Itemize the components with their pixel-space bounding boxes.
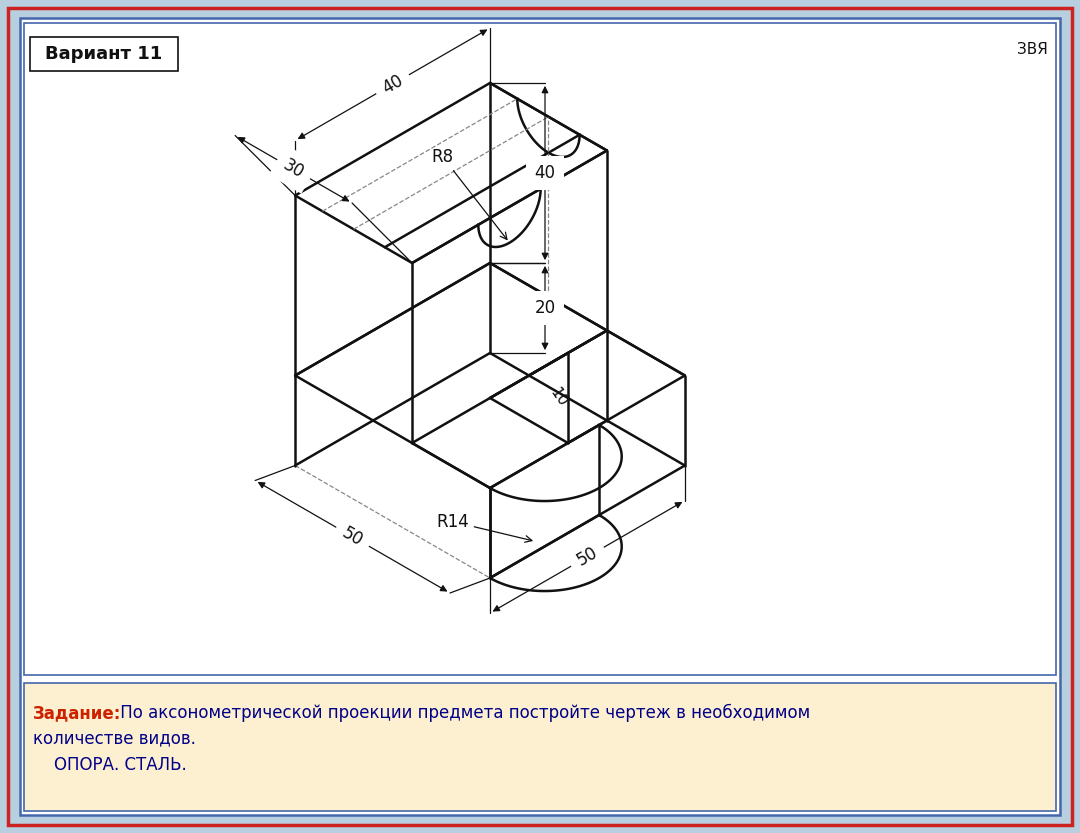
FancyBboxPatch shape — [30, 37, 178, 71]
Text: R14: R14 — [436, 512, 532, 542]
Text: Вариант 11: Вариант 11 — [45, 45, 163, 63]
Text: 30: 30 — [280, 156, 307, 182]
Text: 20: 20 — [535, 299, 555, 317]
FancyBboxPatch shape — [8, 8, 1072, 825]
Text: R8: R8 — [432, 147, 507, 239]
FancyBboxPatch shape — [24, 23, 1056, 675]
Text: 50: 50 — [339, 524, 366, 550]
Text: Задание:: Задание: — [33, 704, 121, 722]
FancyBboxPatch shape — [24, 683, 1056, 811]
Text: 40: 40 — [535, 164, 555, 182]
Text: 10: 10 — [546, 385, 570, 409]
Text: ЗВЯ: ЗВЯ — [1017, 42, 1048, 57]
Text: количестве видов.: количестве видов. — [33, 729, 195, 747]
Text: ОПОРА. СТАЛЬ.: ОПОРА. СТАЛЬ. — [33, 756, 187, 774]
Text: По аксонометрической проекции предмета постройте чертеж в необходимом: По аксонометрической проекции предмета п… — [114, 704, 810, 722]
Text: 50: 50 — [573, 544, 602, 570]
Text: 40: 40 — [379, 71, 406, 97]
FancyBboxPatch shape — [21, 18, 1059, 815]
